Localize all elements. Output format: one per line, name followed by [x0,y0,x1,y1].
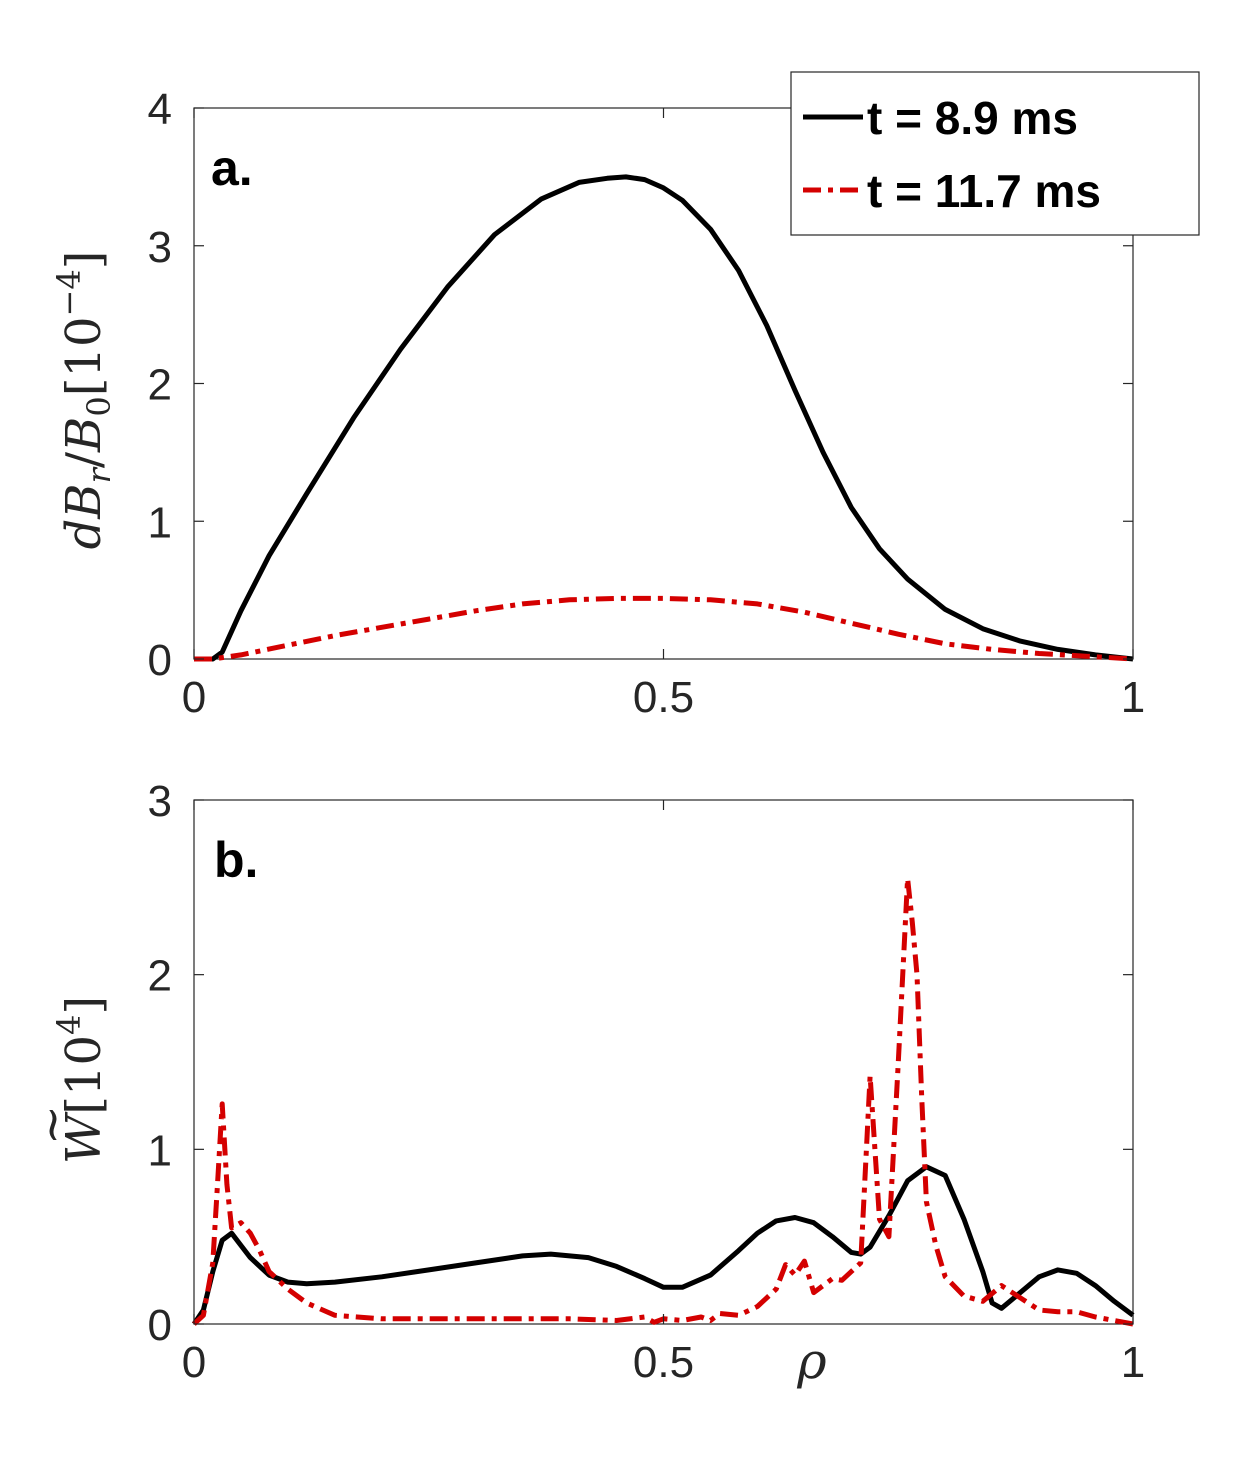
panel-b-xlabel: ρ [796,1332,827,1390]
panel-a-xtick-label: 1 [1121,673,1145,722]
panel-a-xtick-label: 0 [182,673,206,722]
panel-b-axes-box [193,799,1134,1325]
panel-a-ticks: 0 0.5 1 0 1 2 3 4 [148,85,1146,722]
panel-a-ytick-label: 3 [148,223,172,272]
panel-a-series-line-1 [194,174,1134,662]
panel-b-xtick-label: 1 [1121,1338,1145,1387]
panel-a-xtick-label: 0.5 [633,673,694,722]
legend-entry-1: t = 8.9 ms [867,92,1078,144]
panel-a-ytick-label: 1 [148,498,172,547]
panel-a-series-line-2 [194,595,1134,662]
panel-b-ytick-label: 2 [148,952,172,1001]
legend-entry-2: t = 11.7 ms [867,165,1101,217]
panel-b-ylabel: W[104] [50,996,112,1164]
panel-b-ylabel-tilde: ~ [24,1105,80,1145]
panel-a-label: a. [211,140,253,196]
panel-a-series [194,174,1134,662]
panel-b-ticks: 0 0.5 1 0 1 2 3 [148,777,1146,1387]
panel-b: 0 0.5 1 0 1 2 3 b. W[104] ~ ρ [24,777,1145,1390]
panel-a-ytick-label: 2 [148,361,172,410]
panel-b-xtick-label: 0.5 [633,1338,694,1387]
panel-a: 0 0.5 1 0 1 2 3 4 a. dBr/B0[10−4] t = 8.9 ms t … [50,71,1200,722]
legend-box [790,71,1200,236]
panel-a-ytick-label: 0 [148,636,172,685]
panel-a-ytick-label: 4 [148,85,172,134]
legend: t = 8.9 ms t = 11.7 ms [790,71,1200,236]
panel-b-xtick-label: 0 [182,1338,206,1387]
panel-b-ytick-label: 0 [148,1301,172,1350]
panel-b-series-line-1 [191,1164,1135,1326]
panel-b-series [191,876,1135,1327]
panel-b-ytick-label: 3 [148,777,172,826]
panel-b-ytick-label: 1 [148,1126,172,1175]
panel-a-ylabel: dBr/B0[10−4] [50,251,118,550]
panel-b-label: b. [214,832,258,888]
panel-b-series-line-2 [192,876,1134,1327]
